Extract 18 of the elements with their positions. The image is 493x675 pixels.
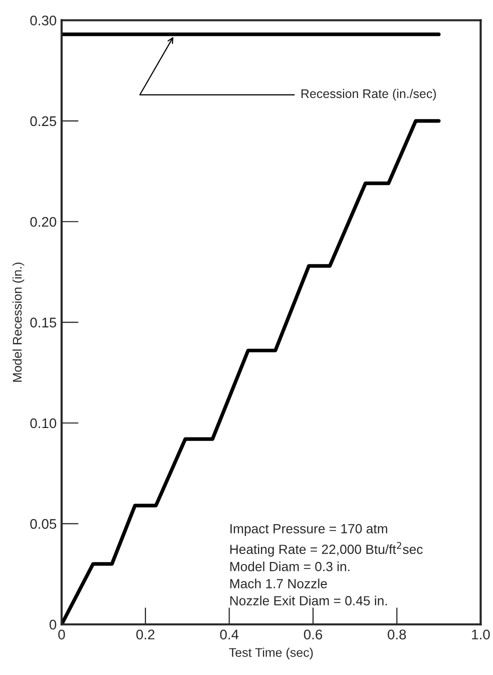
y-tick-label: 0.15 [30, 318, 56, 328]
y-tick-label: 0.05 [30, 519, 56, 529]
x-tick-label: 0.8 [388, 630, 406, 640]
text: Impact Pressure = 170 atm Heating Rate = 22,000 Btu/ft$^{2}$sec Model Diam = 0.3 in. Mach 1.7 Nozzle Nozzle Exit Diam = 0.45 in. [230, 524, 423, 606]
x-tick-label: 0.6 [304, 630, 322, 640]
y-tick-label: 0.25 [30, 116, 56, 126]
x-tick-label: 1.0 [472, 630, 490, 640]
text: Recession Rate (in./sec) [302, 88, 436, 101]
y-tick-label: 0.20 [30, 216, 56, 227]
y-axis-title: Model Recession (in.) [12, 262, 24, 382]
x-tick-label: 0.4 [220, 630, 238, 640]
y-tick-label: 0.30 [30, 16, 56, 26]
x-tick-label: 0 [58, 630, 65, 640]
line-series [62, 119, 441, 624]
y-tick-label: 0.10 [30, 418, 56, 428]
y-tick-label: 0 [50, 620, 56, 630]
x-axis-title: Test Time (sec) [229, 648, 313, 660]
x-tick-label: 0.2 [136, 630, 154, 640]
